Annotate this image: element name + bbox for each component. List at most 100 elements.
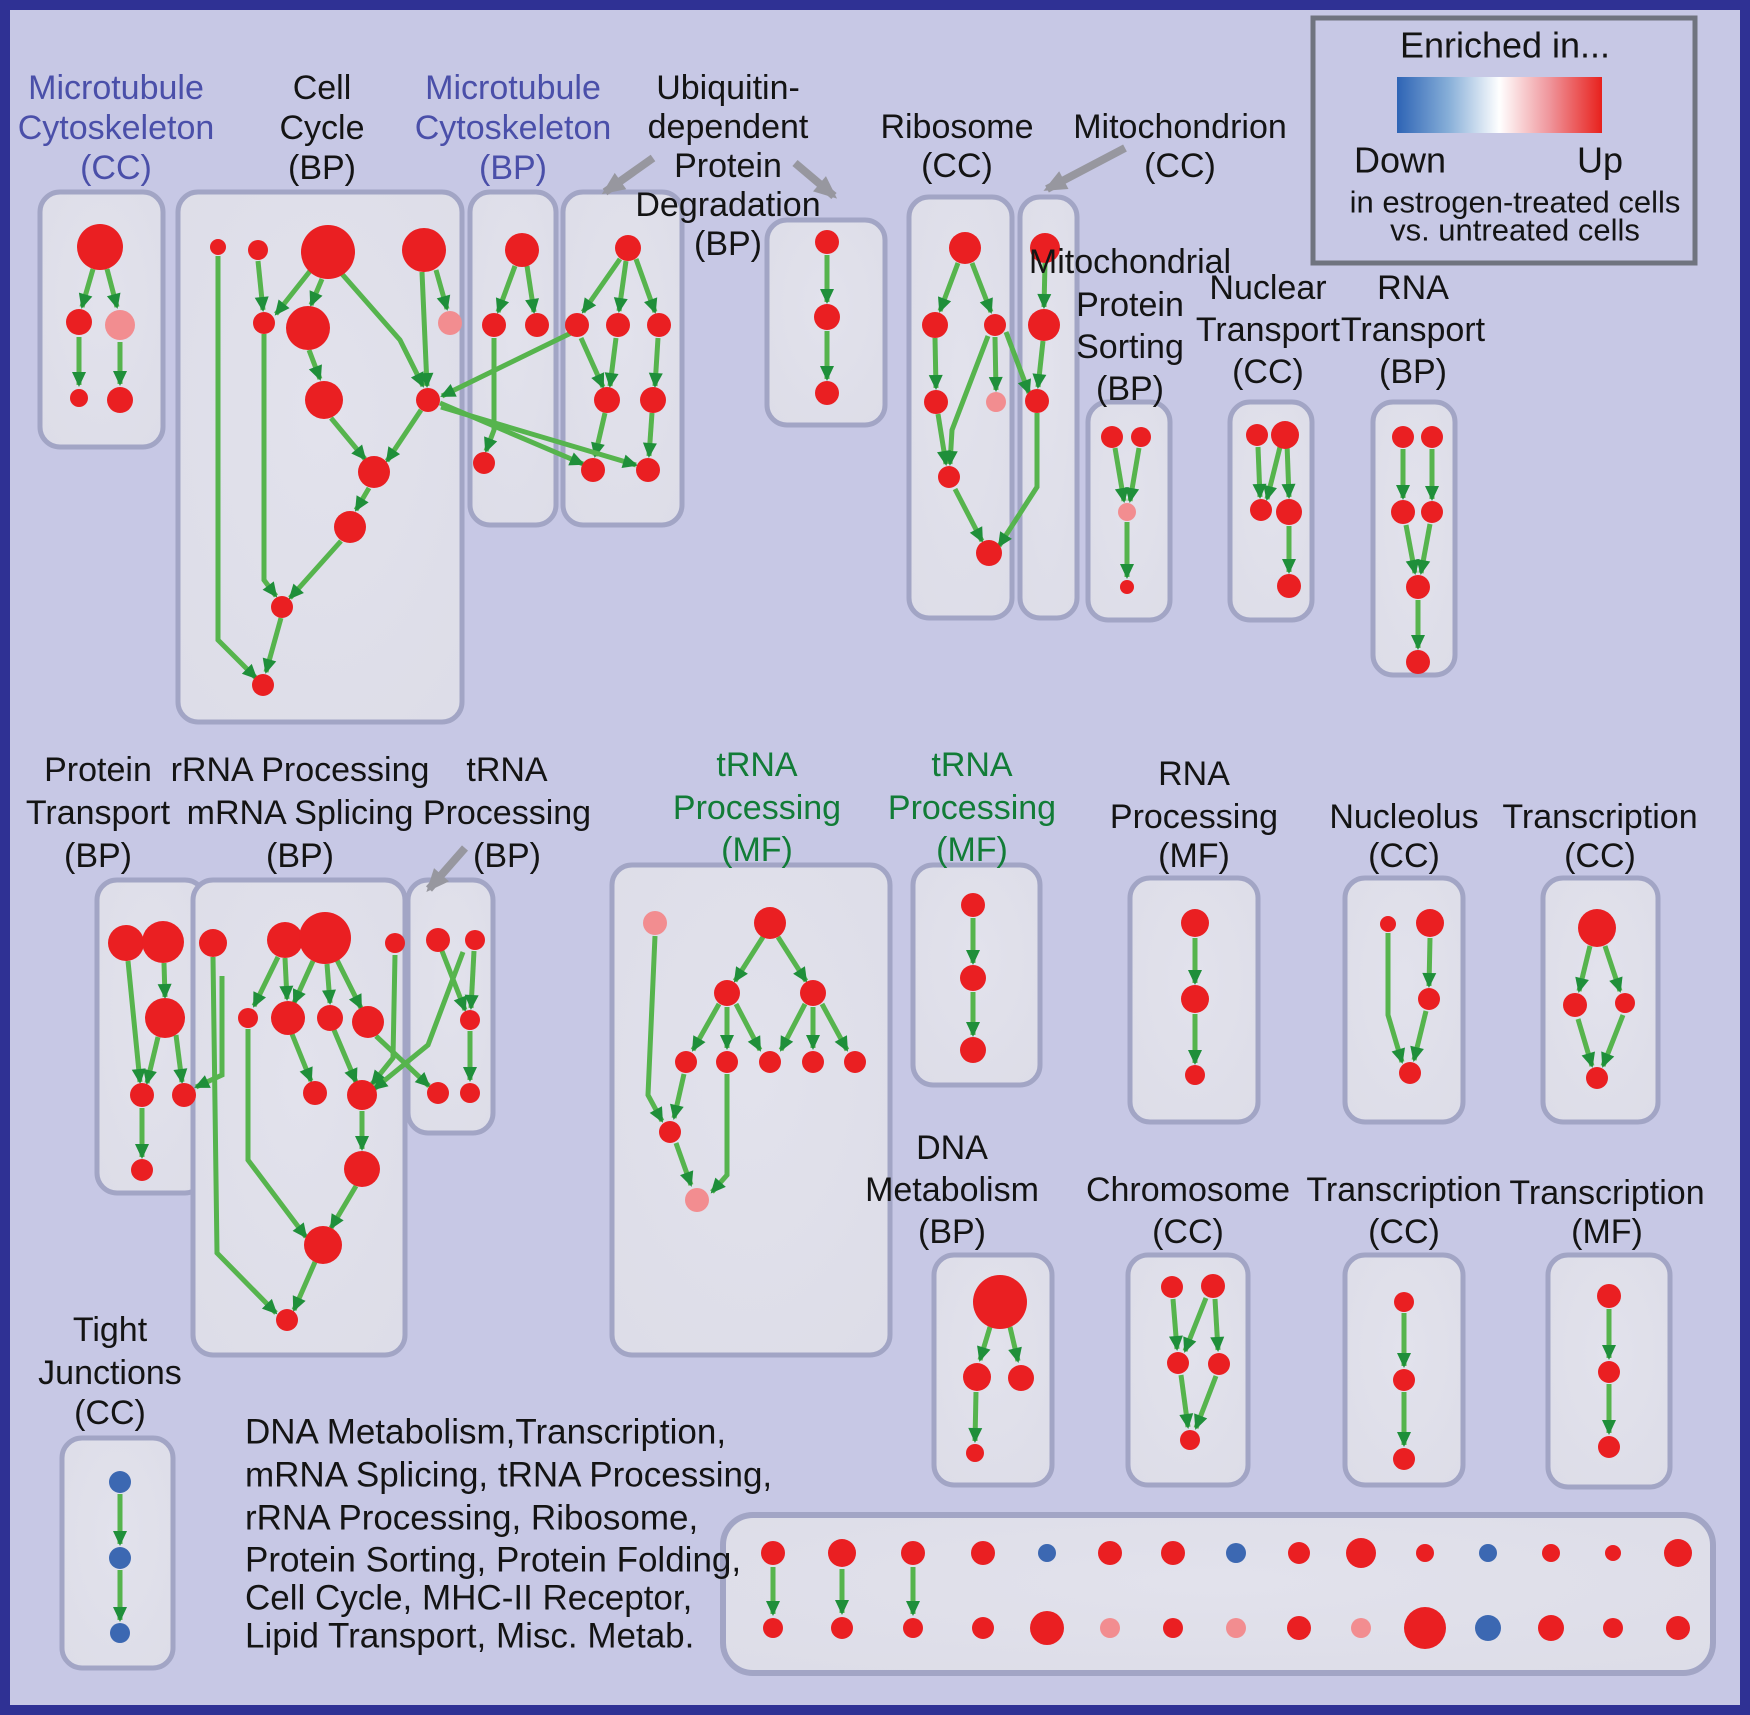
trna-processing-bp-node-red — [426, 928, 450, 952]
label-pointer-arrow — [792, 159, 838, 200]
misc-node-top-red — [971, 1541, 995, 1565]
legend-subtitle-1: in estrogen-treated cells — [1350, 185, 1681, 220]
mitochondrial-protein-sorting-bp-node-pink — [1118, 503, 1136, 521]
nucleolus-cc-edge — [1410, 1010, 1429, 1062]
misc-node-top-red — [1416, 1544, 1434, 1562]
trna-processing-mf-1-node-red — [716, 1051, 738, 1073]
nuclear-transport-cc-node-red — [1271, 421, 1299, 449]
rrna-processing-mrna-splicing-bp-label: mRNA Splicing — [187, 794, 414, 832]
dna-metabolism-bp-node-red — [966, 1444, 984, 1462]
microtubule-cytoskeleton-bp-label: Microtubule — [425, 69, 601, 107]
trna-processing-bp-node-red — [465, 930, 485, 950]
ribosome-cc-node-red — [924, 390, 948, 414]
dna-metabolism-bp-edge — [968, 1391, 983, 1443]
dna-metabolism-bp-label: Metabolism — [865, 1171, 1039, 1209]
trna-processing-bp-node-red — [460, 1083, 480, 1103]
trna-processing-mf-1-edge — [733, 1002, 763, 1052]
mitochondrial-protein-sorting-bp-label: Sorting — [1076, 328, 1184, 366]
ubiquitin-degradation-bp-1-label: (BP) — [694, 225, 762, 263]
chromosome-cc-box — [1125, 1252, 1251, 1488]
ubiquitin-degradation-bp-1-edge — [613, 260, 629, 313]
cell-cycle-bp-edge — [261, 334, 278, 598]
nucleolus-cc-edge — [1385, 933, 1405, 1064]
protein-transport-bp-node-red — [130, 1083, 154, 1107]
misc-node-top-red — [901, 1541, 925, 1565]
cell-cycle-bp-edge — [433, 269, 451, 311]
chromosome-cc-edge — [1210, 1298, 1225, 1352]
ubiquitin-degradation-bp-1-label: dependent — [648, 108, 809, 146]
trna-processing-bp-label: Processing — [423, 794, 591, 832]
cell-cycle-bp-node-red — [301, 225, 355, 279]
cell-cycle-bp-node-red — [286, 306, 330, 350]
mitochondrion-cc-edge — [1032, 340, 1047, 389]
microtubule-cytoskeleton-cc-node-red — [107, 387, 133, 413]
rrna-processing-mrna-splicing-bp-node-red — [344, 1151, 380, 1187]
misc-node-bottom-red — [972, 1617, 994, 1639]
ribosome-cc-label: (CC) — [921, 147, 993, 185]
trna-processing-bp-node-red — [460, 1010, 480, 1030]
nuclear-transport-cc-node-red — [1250, 499, 1272, 521]
cell-cycle-bp-edge — [215, 256, 258, 680]
transcription-cc-row2-edge — [1575, 1018, 1595, 1068]
misc-node-top-red — [1542, 1544, 1560, 1562]
ribosome-cc-edge — [988, 336, 1003, 392]
rna-transport-bp-node-red — [1391, 500, 1415, 524]
rrna-processing-mrna-splicing-bp-edge — [322, 963, 336, 1005]
misc-node-top-red — [1664, 1539, 1692, 1567]
mitochondrial-protein-sorting-bp-node-red — [1131, 427, 1151, 447]
ubiquitin-degradation-bp-1-label: Degradation — [635, 186, 820, 224]
ubiquitin-degradation-bp-1-node-red — [640, 387, 666, 413]
rrna-processing-mrna-splicing-bp-edge — [370, 954, 398, 1086]
microtubule-cytoskeleton-bp-node-red — [505, 233, 539, 267]
nucleolus-cc-edge — [1422, 937, 1437, 988]
dna-metabolism-bp-label: (BP) — [918, 1213, 986, 1251]
ribosome-cc-node-red — [938, 466, 960, 488]
ubiquitin-degradation-bp-1-node-red — [647, 313, 671, 337]
chromosome-cc-label: Chromosome — [1086, 1171, 1290, 1209]
rrna-processing-mrna-splicing-bp-edge — [291, 959, 316, 1005]
trna-processing-mf-1-edge — [673, 1142, 694, 1187]
protein-transport-bp-label: Transport — [26, 794, 171, 832]
mitochondrion-cc-node-red — [1030, 233, 1060, 263]
transcription-cc-row2-node-red — [1615, 993, 1635, 1013]
microtubule-cytoskeleton-cc-edge — [78, 268, 96, 309]
cell-cycle-bp-label: Cell — [293, 69, 352, 107]
trna-processing-mf-2-label: Processing — [888, 789, 1056, 827]
ubiquitin-degradation-bp-1-node-red — [615, 235, 641, 261]
ribosome-cc-node-red — [984, 314, 1006, 336]
transcription-mf-label: Transcription — [1509, 1174, 1704, 1212]
rna-transport-bp-node-red — [1392, 426, 1414, 448]
cell-cycle-bp-node-red — [305, 381, 343, 419]
trna-processing-mf-1-node-pink — [643, 911, 667, 935]
transcription-cc-row3-label: (CC) — [1368, 1213, 1440, 1251]
microtubule-cytoskeleton-cc-label: (CC) — [80, 149, 152, 187]
transcription-cc-row2-box — [1540, 875, 1661, 1125]
rna-transport-bp-node-red — [1421, 501, 1443, 523]
ribosome-cc-edge — [969, 262, 994, 314]
ubiquitin-degradation-bp-1-edge — [648, 337, 663, 388]
nucleolus-cc-node-red — [1399, 1062, 1421, 1084]
nuclear-transport-cc-label: Nuclear — [1209, 269, 1326, 307]
trna-processing-mf-1-edge — [645, 935, 665, 1123]
ubiquitin-degradation-bp-1-label: Protein — [674, 147, 782, 185]
trna-processing-mf-1-node-red — [714, 980, 740, 1006]
trna-processing-mf-1-edge — [819, 1002, 850, 1052]
cell-cycle-bp-node-red — [248, 240, 268, 260]
nuclear-transport-cc-node-red — [1276, 499, 1302, 525]
cross-box-edge — [996, 413, 1040, 548]
mitochondrion-cc-edge — [1037, 262, 1052, 309]
ubiquitin-degradation-bp-1-edge — [591, 412, 608, 458]
misc-node-bottom-red — [903, 1618, 923, 1638]
misc-node-bottom-red — [1163, 1618, 1183, 1638]
transcription-cc-row2-edge — [1602, 945, 1623, 993]
rna-transport-bp-label: (BP) — [1379, 353, 1447, 391]
transcription-cc-row2-node-red — [1578, 909, 1616, 947]
microtubule-cytoskeleton-bp-edge — [524, 265, 539, 314]
cross-box-edge — [440, 330, 573, 399]
protein-transport-bp-label: Protein — [44, 751, 152, 789]
rrna-processing-mrna-splicing-bp-edge — [334, 958, 364, 1010]
mitochondrion-cc-label: Mitochondrion — [1073, 108, 1287, 146]
trna-processing-mf-1-edge — [778, 1002, 808, 1052]
